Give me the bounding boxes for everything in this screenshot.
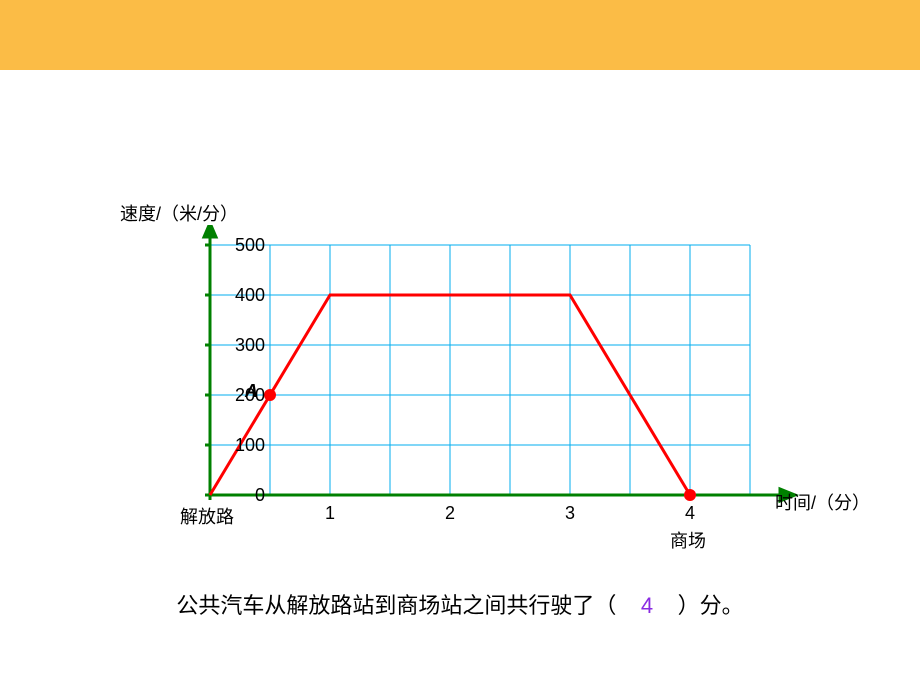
- question-suffix: ）分。: [678, 593, 744, 618]
- slide-frame: 速度/（米/分）: [0, 0, 920, 690]
- x-tick-1: 1: [325, 503, 335, 524]
- x-tick-4: 4: [685, 503, 695, 524]
- x-axis-title: 时间/（分）: [775, 489, 870, 515]
- y-tick-300: 300: [205, 335, 265, 356]
- question-text: 公共汽车从解放路站到商场站之间共行驶了（ 4 ）分。: [0, 588, 920, 620]
- speed-time-chart: 速度/（米/分）: [120, 215, 820, 575]
- y-tick-500: 500: [205, 235, 265, 256]
- end-station-label: 商场: [670, 527, 706, 553]
- x-tick-2: 2: [445, 503, 455, 524]
- slide-content: 速度/（米/分）: [0, 70, 920, 690]
- y-tick-400: 400: [205, 285, 265, 306]
- point-a-label: A: [245, 381, 258, 402]
- question-answer: 4: [641, 593, 653, 618]
- x-tick-3: 3: [565, 503, 575, 524]
- question-prefix: 公共汽车从解放路站到商场站之间共行驶了（: [176, 593, 616, 618]
- cloud-decoration: [0, 70, 920, 170]
- start-station-label: 解放路: [180, 503, 234, 529]
- y-axis-title: 速度/（米/分）: [120, 200, 238, 226]
- y-tick-100: 100: [205, 435, 265, 456]
